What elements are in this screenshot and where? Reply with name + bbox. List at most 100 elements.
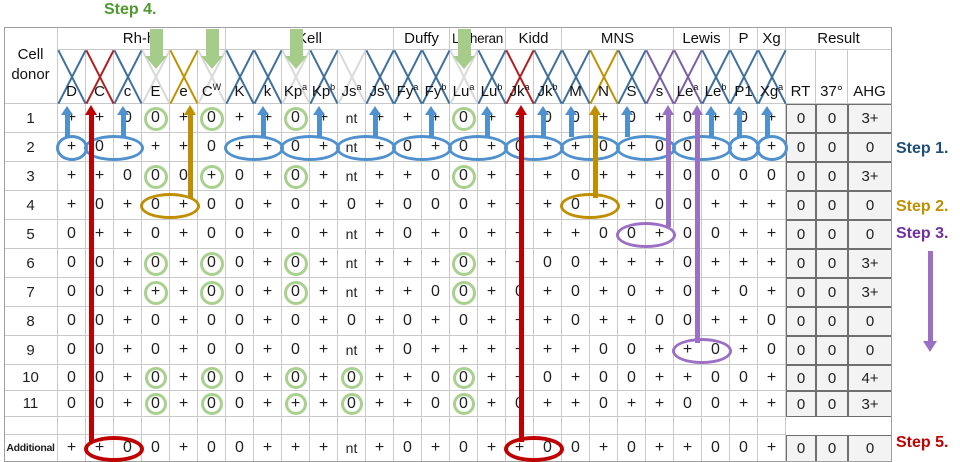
cell-r6-e: + (170, 249, 198, 278)
cell-r7-c: + (114, 278, 142, 307)
cell-r3-M: 0 (562, 162, 590, 191)
antigen-header-K: K (225, 49, 255, 105)
cell-r7-e: + (170, 278, 198, 307)
cell-r1-K: + (226, 104, 254, 133)
cell-r9-Jsb: + (366, 336, 394, 365)
result-r5-0: 0 (786, 220, 816, 249)
cell-r13-Leb: 0 (702, 435, 730, 462)
cell-r4-Lub: + (478, 191, 506, 220)
cell-r6-s: + (646, 249, 674, 278)
cell-r12-K (226, 417, 254, 435)
cell-r9-Xga: 0 (758, 336, 786, 365)
cell-r5-D: 0 (58, 220, 86, 249)
result-r12-2 (848, 417, 892, 435)
cell-r4-Jsb: + (366, 191, 394, 220)
antigen-label-Kpa: Kpa (283, 82, 308, 100)
antigen-header-Jsb: Jsb (365, 49, 395, 105)
cell-r11-Kpb: + (310, 391, 338, 417)
cell-r9-Kpa: 0 (282, 336, 310, 365)
cell-r7-P1: 0 (730, 278, 758, 307)
result-r7-2: 3+ (848, 278, 892, 307)
cell-r13-Kpb: + (310, 435, 338, 462)
blue-oval-Jsa (336, 134, 396, 161)
cell-r11-P1: + (730, 391, 758, 417)
cell-r9-Lua: + (450, 336, 478, 365)
cell-r12-Lua (450, 417, 478, 435)
cell-r4-Leb: + (702, 191, 730, 220)
cell-r12-P1 (730, 417, 758, 435)
cell-r6-c: + (114, 249, 142, 278)
cell-r10-D: 0 (58, 365, 86, 391)
cell-r3-P1: 0 (730, 162, 758, 191)
cell-r8-Fya: 0 (394, 307, 422, 336)
cell-r12-s (646, 417, 674, 435)
blue-oval-Xga (756, 134, 788, 161)
group-header-lewis: Lewis (674, 27, 730, 50)
cell-r10-k: + (254, 365, 282, 391)
yellow-long-arrow-N-shaft (592, 114, 598, 198)
antigen-header-Jka: Jka (505, 49, 535, 105)
group-header-kidd: Kidd (506, 27, 562, 50)
green-circle-r6-CW (200, 251, 224, 276)
purple-oval-S (616, 221, 676, 248)
cell-r7-Lub: + (478, 278, 506, 307)
blue-up-arrow-Kpb-shaft (316, 114, 322, 137)
antigen-header-k: k (253, 49, 283, 105)
antigen-header-N: N (589, 49, 619, 105)
blue-up-arrow-S-shaft (624, 114, 630, 137)
cell-r4-S: + (618, 191, 646, 220)
cell-r3-Kpb: + (310, 162, 338, 191)
blue-up-arrow-P1-shaft (736, 114, 742, 137)
cell-r10-s: + (646, 365, 674, 391)
result-r1-2: 3+ (848, 104, 892, 133)
cell-r5-Fyb: + (422, 220, 450, 249)
antigen-label-s: s (655, 83, 664, 100)
cell-r8-Kpb: + (310, 307, 338, 336)
cell-r5-K: 0 (226, 220, 254, 249)
result-header-0: RT (786, 50, 816, 104)
cell-r13-Fya: 0 (394, 435, 422, 462)
cell-r11-N: 0 (590, 391, 618, 417)
cell-r12-Jsb (366, 417, 394, 435)
result-header-label: RT (790, 83, 811, 100)
group-header-duffy: Duffy (394, 27, 450, 50)
cell-r11-c: + (114, 391, 142, 417)
yellow-oval-E (140, 192, 200, 219)
blue-up-arrow-Fyb-shaft (428, 114, 434, 137)
antigen-header-Lub: Lub (477, 49, 507, 105)
cell-r11-s: + (646, 391, 674, 417)
green-circle-r7-CW (200, 280, 224, 305)
blue-oval-Fya (392, 134, 452, 161)
cell-r11-K: 0 (226, 391, 254, 417)
cell-r12-Kpb (310, 417, 338, 435)
cell-r10-e: + (170, 365, 198, 391)
result-r13-1: 0 (816, 435, 848, 462)
blue-up-arrow-M-head (565, 106, 577, 115)
cell-r13-P1: 0 (730, 435, 758, 462)
cell-r13-D: + (58, 435, 86, 462)
antigen-label-Jkb: Jkb (537, 82, 558, 100)
blue-up-arrow-Jsb-head (369, 106, 381, 115)
result-r4-2: 0 (848, 191, 892, 220)
cell-r11-Fyb: 0 (422, 391, 450, 417)
cell-r5-Lua: 0 (450, 220, 478, 249)
result-r11-2: 3+ (848, 391, 892, 417)
cell-r8-CW: 0 (198, 307, 226, 336)
cell-r5-M: + (562, 220, 590, 249)
cell-r3-c: 0 (114, 162, 142, 191)
result-r5-1: 0 (816, 220, 848, 249)
cell-r10-Lub: + (478, 365, 506, 391)
cell-r2-CW: 0 (198, 133, 226, 162)
result-r6-2: 3+ (848, 249, 892, 278)
cell-r8-D: 0 (58, 307, 86, 336)
cell-r11-Lub: + (478, 391, 506, 417)
cell-r12-D (58, 417, 86, 435)
blue-up-arrow-Kpb-head (313, 106, 325, 115)
cell-r10-S: 0 (618, 365, 646, 391)
blue-up-arrow-D-shaft (64, 114, 70, 137)
cell-r4-Fya: 0 (394, 191, 422, 220)
cell-r6-Jsb: + (366, 249, 394, 278)
cell-r6-Fya: + (394, 249, 422, 278)
row-label-2: 2 (4, 133, 58, 162)
